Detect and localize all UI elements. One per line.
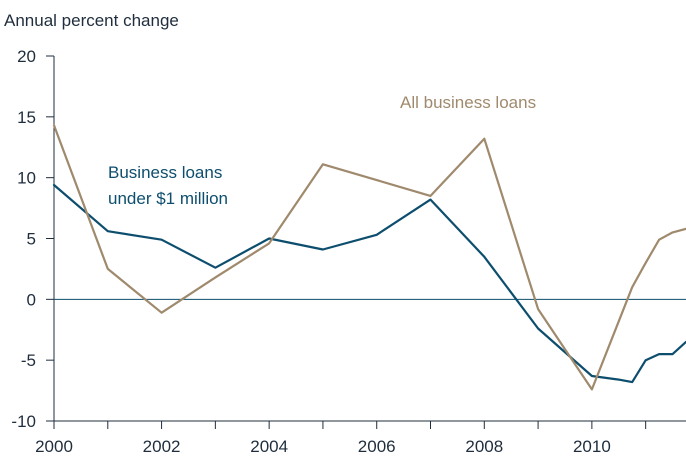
x-tick-label: 2002	[143, 437, 181, 456]
x-tick-label: 2006	[358, 437, 396, 456]
x-tick-label: 2008	[465, 437, 503, 456]
all-loans-line	[52, 124, 686, 391]
x-tick-label: 2010	[573, 437, 611, 456]
y-axis-title: Annual percent change	[4, 11, 179, 30]
series-label-small-loans: under $1 million	[108, 189, 228, 208]
series-label-small-loans: Business loans	[108, 163, 222, 182]
y-tick-label: 0	[27, 290, 36, 309]
y-tick-label: 20	[17, 47, 36, 66]
x-tick-label: 2000	[35, 437, 73, 456]
y-tick-label: 15	[17, 108, 36, 127]
y-tick-label: 5	[27, 230, 36, 249]
y-tick-label: -5	[21, 351, 36, 370]
y-tick-label: 10	[17, 169, 36, 188]
x-tick-label: 2004	[250, 437, 288, 456]
small-loans-line	[52, 183, 686, 384]
y-tick-label: -10	[11, 412, 36, 431]
series-label-all-loans: All business loans	[400, 93, 536, 112]
